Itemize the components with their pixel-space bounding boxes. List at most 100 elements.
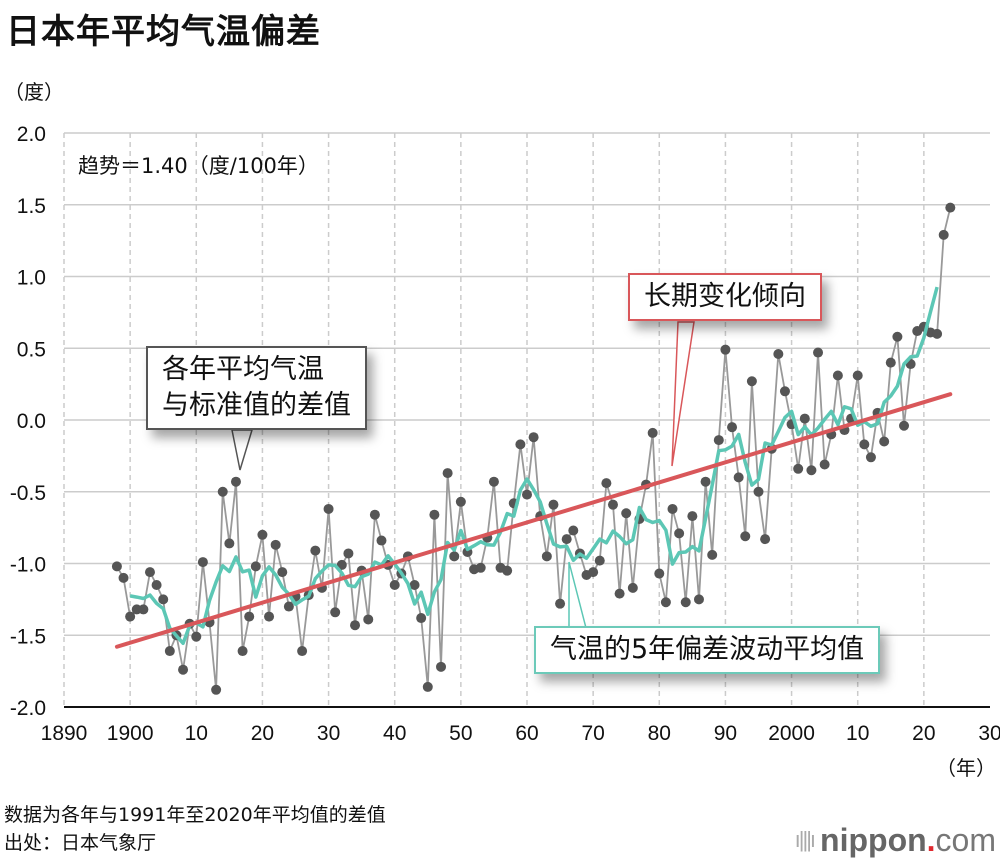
x-tick-label: 60: [515, 722, 538, 745]
source-note: 出处：日本气象厅: [4, 832, 157, 854]
data-point: [627, 582, 638, 593]
chart-title: 日本年平均气温偏差: [6, 12, 321, 52]
y-tick-label: 0.5: [17, 338, 46, 361]
data-point: [614, 588, 625, 599]
data-point: [945, 202, 956, 213]
data-point: [601, 478, 612, 489]
callout-annual-line2: 与标准值的差值: [162, 390, 351, 421]
y-tick-labels: 2.0 1.5 1.0 0.5 0.0 -0.5 -1.0 -1.5 -2.0: [10, 123, 46, 720]
data-point: [760, 534, 771, 545]
data-point: [230, 476, 241, 487]
data-point: [217, 486, 228, 497]
x-tick-label: 10: [185, 722, 208, 745]
y-tick-label: 1.0: [17, 267, 46, 290]
x-axis-unit: （年）: [936, 756, 996, 780]
x-tick-label: 50: [449, 722, 472, 745]
x-tick-label: 30: [978, 722, 1000, 745]
data-point: [515, 439, 526, 450]
data-point: [700, 476, 711, 487]
data-point: [475, 562, 486, 573]
data-point: [257, 529, 268, 540]
data-point: [859, 439, 870, 450]
y-tick-label: -2.0: [10, 697, 46, 720]
data-point: [118, 572, 129, 583]
annual-series: [111, 202, 956, 695]
data-point: [310, 545, 321, 556]
data-point: [555, 598, 566, 609]
moving-average-series: [129, 286, 939, 646]
data-point: [832, 370, 843, 381]
data-point: [522, 489, 532, 500]
trend-series: [114, 392, 953, 649]
data-point: [111, 561, 122, 572]
data-point: [561, 534, 572, 545]
logo-bars-icon: ı|||ı: [794, 827, 816, 852]
data-point: [720, 344, 731, 355]
data-point: [541, 551, 552, 562]
data-point: [779, 386, 790, 397]
data-point: [819, 459, 830, 470]
data-point: [330, 607, 341, 618]
data-point: [813, 347, 824, 358]
data-point: [806, 465, 817, 476]
data-point: [594, 555, 605, 566]
data-point: [621, 508, 632, 519]
x-tick-label: 30: [317, 722, 340, 745]
data-point: [793, 463, 804, 474]
callout-moving-average: 气温的5年偏差波动平均值: [534, 626, 881, 674]
x-tick-label: 10: [846, 722, 869, 745]
data-point: [270, 539, 281, 550]
data-point: [740, 531, 751, 542]
data-point: [727, 422, 738, 433]
data-point: [488, 476, 499, 487]
trend-line: [114, 392, 953, 649]
data-point: [885, 357, 896, 368]
data-point: [899, 420, 910, 431]
data-point: [409, 580, 420, 591]
data-point: [197, 557, 208, 568]
data-point: [647, 427, 658, 438]
data-point: [799, 413, 810, 424]
data-point: [191, 631, 202, 642]
data-point: [277, 567, 288, 578]
data-point: [773, 348, 784, 359]
x-tick-label: 20: [912, 722, 935, 745]
data-point: [429, 509, 440, 520]
data-point: [422, 681, 433, 692]
data-point: [733, 472, 744, 483]
data-point: [250, 561, 261, 572]
data-point: [211, 684, 222, 695]
data-point: [502, 565, 513, 576]
data-point: [369, 509, 380, 520]
x-tick-label: 20: [251, 722, 274, 745]
data-point: [158, 594, 169, 605]
data-point: [436, 661, 447, 672]
data-point: [753, 486, 764, 497]
callout-annual-line1: 各年平均气温: [162, 354, 324, 385]
data-point: [138, 604, 149, 615]
data-point: [297, 646, 308, 657]
x-tick-label: 1900: [107, 722, 154, 745]
y-tick-label: -1.0: [10, 554, 46, 577]
y-tick-label: 0.0: [17, 410, 46, 433]
data-point: [938, 229, 949, 240]
callout-trend: 长期变化倾向: [628, 273, 822, 321]
data-point: [660, 597, 671, 608]
x-tick-label: 2000: [768, 722, 815, 745]
data-point: [442, 468, 453, 479]
data-point: [746, 376, 757, 387]
data-point: [151, 580, 162, 591]
data-point: [548, 499, 559, 510]
callout-annual-deviation: 各年平均气温 与标准值的差值: [146, 346, 367, 430]
annual-callout-pointer: [231, 429, 254, 471]
nippon-logo: ı|||ı nippon.com: [795, 822, 996, 859]
data-point: [125, 611, 136, 622]
data-note: 数据为各年与1991年至2020年平均值的差值: [4, 804, 386, 826]
trend-annotation: 趋势＝1.40（度/100年）: [78, 154, 319, 178]
y-tick-label: -1.5: [10, 625, 46, 648]
x-tick-label: 40: [383, 722, 406, 745]
data-point: [693, 594, 704, 605]
callout-pointers: [231, 321, 695, 629]
data-point: [449, 551, 460, 562]
